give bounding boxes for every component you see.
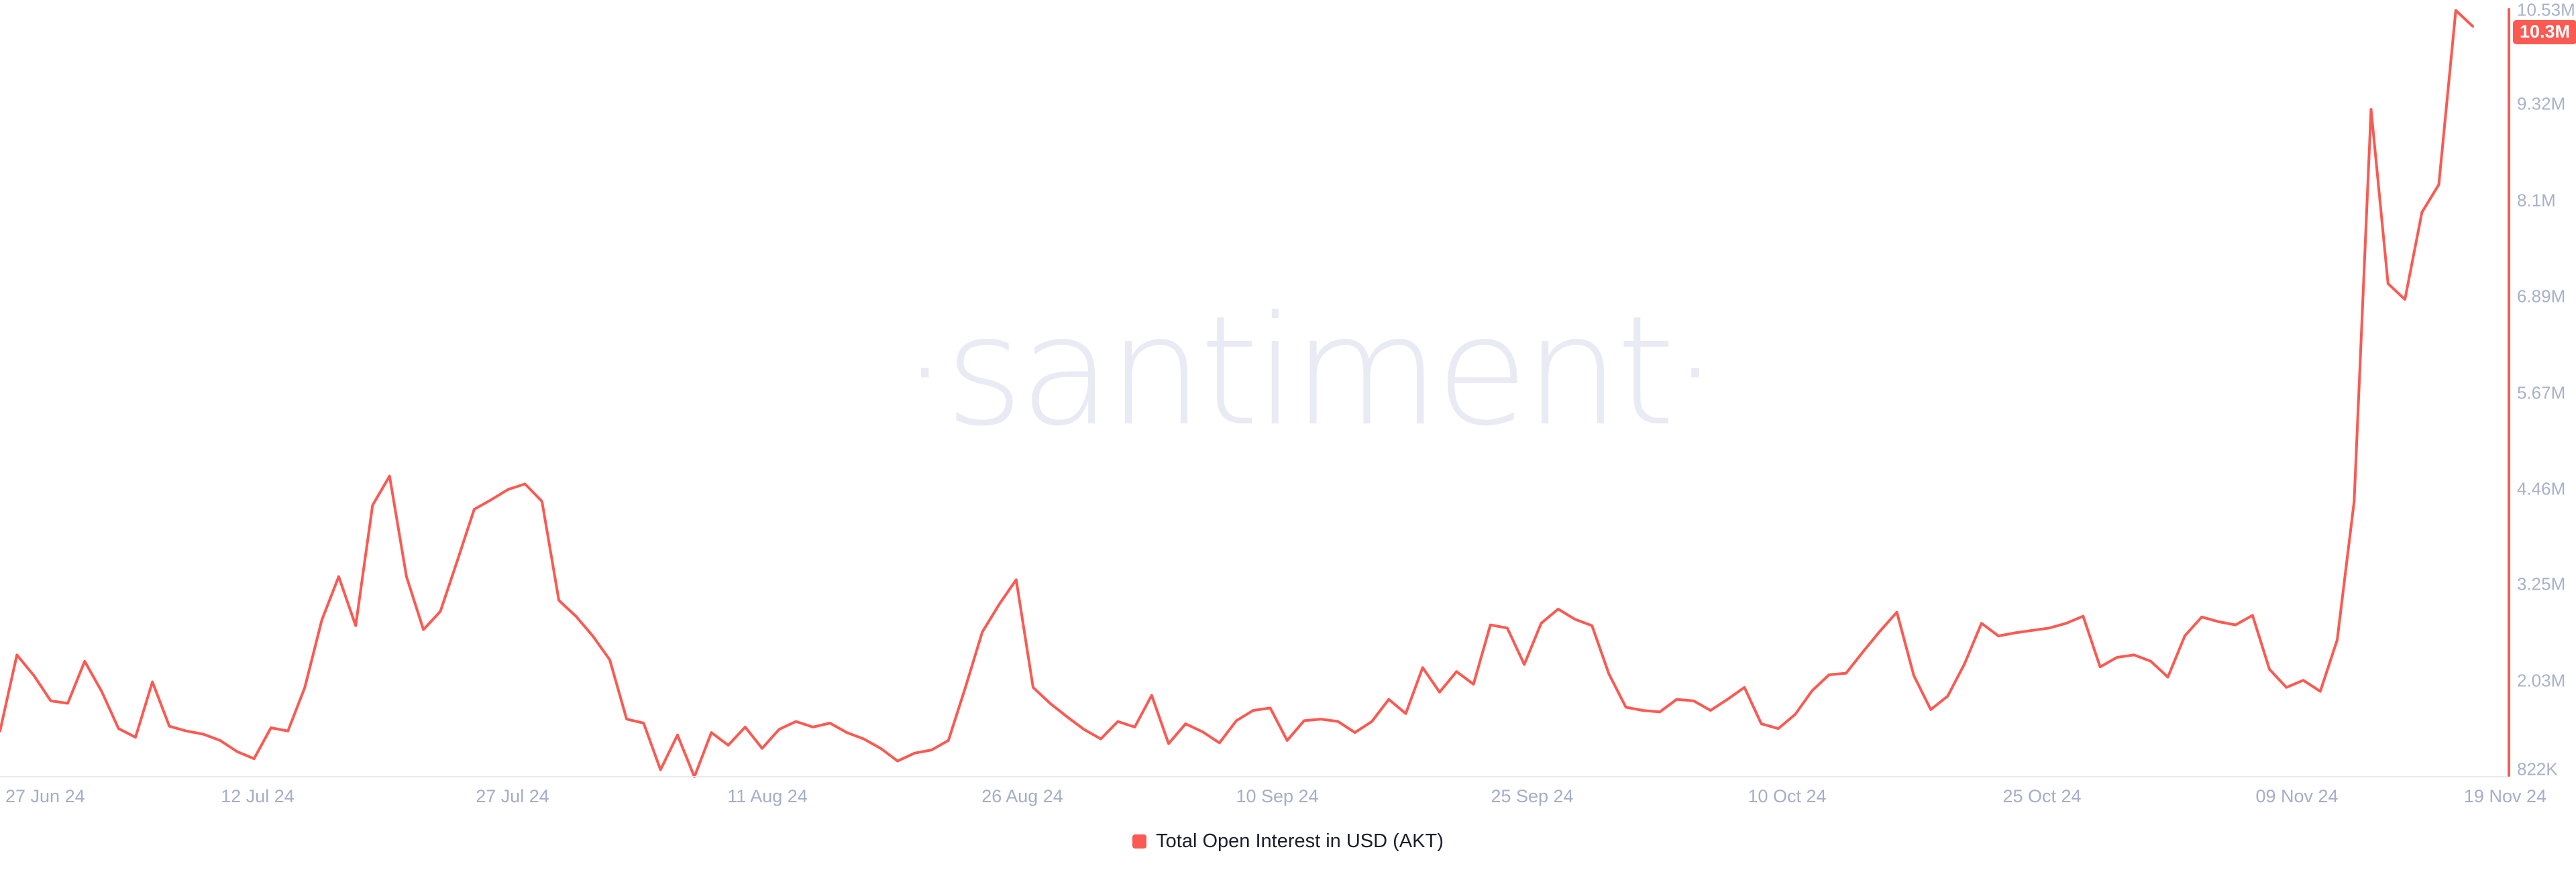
- series-line-total-open-interest[interactable]: [0, 9, 2474, 779]
- y-tick-label: 822K: [2517, 759, 2558, 779]
- y-tick-label: 8.1M: [2517, 190, 2556, 211]
- y-tick-label: 2.03M: [2517, 670, 2566, 691]
- y-tick-label: 4.46M: [2517, 478, 2566, 499]
- y-tick-label: 3.25M: [2517, 574, 2566, 594]
- x-tick-label: 27 Jul 24: [476, 786, 549, 806]
- y-tick-label: 5.67M: [2517, 382, 2566, 403]
- y-tick-label: 9.32M: [2517, 93, 2566, 114]
- x-tick-label: 25 Sep 24: [1491, 786, 1574, 806]
- y-tick-label: 10.53M: [2517, 0, 2575, 20]
- x-tick-label: 19 Nov 24: [2463, 786, 2546, 806]
- x-tick-label: 25 Oct 24: [2002, 786, 2082, 806]
- y-tick-label: 6.89M: [2517, 286, 2566, 307]
- x-tick-label: 10 Oct 24: [1748, 786, 1827, 806]
- x-axis-line: [0, 776, 2509, 777]
- x-tick-label: 09 Nov 24: [2255, 786, 2339, 806]
- x-tick-label: 10 Sep 24: [1236, 786, 1319, 806]
- x-tick-label: 12 Jul 24: [221, 786, 294, 806]
- right-value-axis-line: [2508, 8, 2510, 777]
- santiment-watermark: ·santiment·: [901, 284, 1719, 460]
- last-value-badge: 10.3M: [2513, 20, 2576, 44]
- legend-item-total-open-interest[interactable]: Total Open Interest in USD (AKT): [1156, 830, 1444, 852]
- x-tick-label: 26 Aug 24: [981, 786, 1063, 806]
- x-tick-label: 27 Jun 24: [5, 786, 85, 806]
- legend-swatch-icon: [1132, 834, 1147, 849]
- legend: Total Open Interest in USD (AKT): [0, 826, 2576, 856]
- x-tick-label: 11 Aug 24: [727, 786, 808, 806]
